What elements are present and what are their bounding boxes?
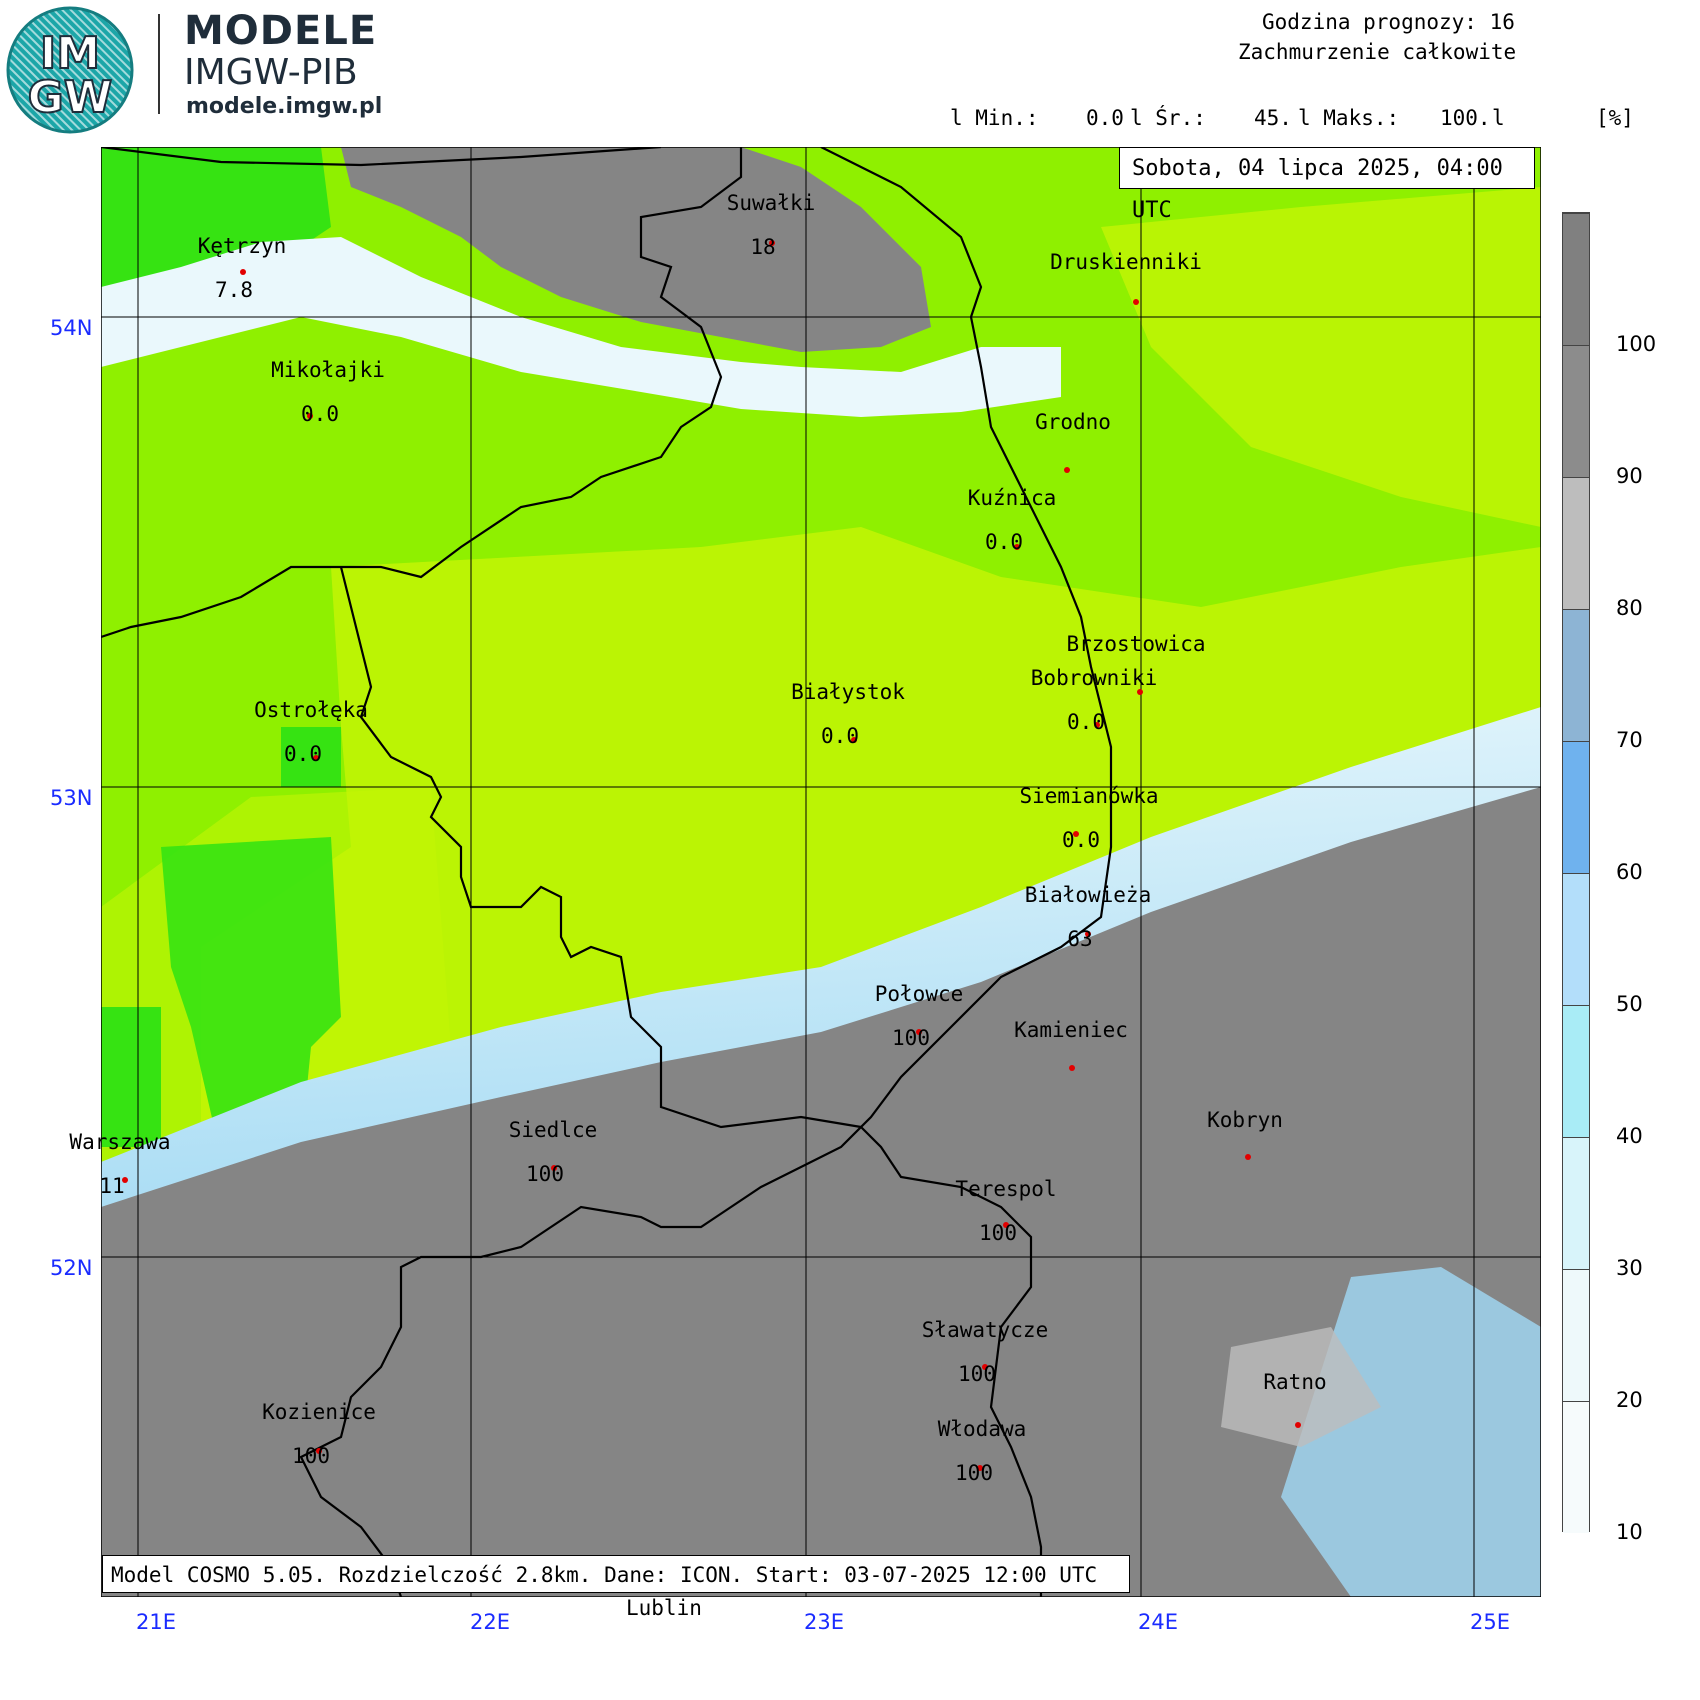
legend-label: 100: [1616, 332, 1657, 356]
legend-swatch: [1563, 741, 1589, 873]
city-cloud-value: 0.0: [301, 402, 339, 426]
city-name: Suwałki: [726, 191, 816, 215]
partly-cloudy-area: [201, 527, 1541, 1147]
city-cloud-value: 18: [750, 235, 776, 259]
stat-avg-value: 45.: [1254, 106, 1292, 130]
lon-label: 22E: [470, 1610, 510, 1634]
city-name: Warszawa: [69, 1130, 171, 1154]
legend-swatch: [1563, 1401, 1589, 1533]
overcast-area-south: [101, 787, 1541, 1597]
city-cloud-value: 0.0: [985, 530, 1023, 554]
city-cloud-value: 7.8: [215, 278, 253, 302]
lon-label: 21E: [136, 1610, 176, 1634]
city-name: Kozienice: [262, 1400, 376, 1424]
city-cloud-value: 0.0: [821, 724, 859, 748]
city-markers: [122, 240, 1301, 1471]
city-name: Bobrowniki: [1030, 666, 1158, 690]
city-cloud-value: 0.0: [284, 742, 322, 766]
city-cloud-value: 0.0: [1067, 710, 1105, 734]
legend-swatch: [1563, 1137, 1589, 1269]
color-scale-legend: [1562, 212, 1590, 1533]
city-cloud-value: 0.0: [1062, 828, 1100, 852]
legend-swatch: [1563, 1269, 1589, 1401]
lon-label: 23E: [804, 1610, 844, 1634]
logo-text-bottom: GW: [28, 72, 113, 123]
lat-label: 53N: [50, 786, 93, 810]
city-cloud-value: 100: [955, 1461, 993, 1485]
unit-label: [%]: [1596, 106, 1634, 130]
city-cloud-value: 63: [1067, 927, 1093, 951]
legend-label: 40: [1616, 1124, 1643, 1148]
city-name: Białystok: [791, 680, 905, 704]
legend-label: 50: [1616, 992, 1643, 1016]
brand-divider: [158, 14, 160, 114]
brand-subtitle: IMGW-PIB: [184, 52, 358, 93]
city-cloud-value: 100: [979, 1221, 1017, 1245]
legend-label: 80: [1616, 596, 1643, 620]
city-name: Terespol: [955, 1177, 1057, 1201]
city-name: Sławatycze: [921, 1318, 1049, 1342]
stat-max-label: l Maks.:: [1298, 106, 1400, 130]
field-name: Zachmurzenie całkowite: [1238, 40, 1517, 64]
lon-label: 25E: [1470, 1610, 1510, 1634]
stat-max-value: 100.: [1440, 106, 1491, 130]
city-name: Druskienniki: [1050, 250, 1202, 274]
country-borders: [101, 147, 1113, 1597]
lon-label: 24E: [1138, 1610, 1178, 1634]
legend-label: 70: [1616, 728, 1643, 752]
city-name: Kobryn: [1207, 1108, 1283, 1132]
legend-swatch: [1563, 609, 1589, 741]
thin-cloud-area-southeast: [1281, 1267, 1541, 1597]
brand-title: MODELE: [184, 8, 378, 54]
model-info: Model COSMO 5.05. Rozdzielczość 2.8km. D…: [102, 1555, 1130, 1593]
thin-cloud-band-north: [101, 237, 1061, 417]
city-name: Kuźnica: [967, 486, 1057, 510]
city-name: Siemianówka: [1019, 784, 1159, 808]
legend-swatch: [1563, 477, 1589, 609]
city-cloud-value: 100: [292, 1444, 330, 1468]
legend-label: 60: [1616, 860, 1643, 884]
city-cloud-value: 100: [892, 1026, 930, 1050]
brand-website-link[interactable]: modele.imgw.pl: [186, 94, 383, 119]
city-name: Białowieża: [1024, 883, 1152, 907]
forecast-hour: Godzina prognozy: 16: [1262, 10, 1515, 34]
city-name: Ratno: [1263, 1370, 1327, 1394]
legend-swatch: [1563, 345, 1589, 477]
city-name: Włodawa: [937, 1417, 1027, 1441]
legend-label: 90: [1616, 464, 1643, 488]
city-cloud-value: 11: [99, 1174, 125, 1198]
city-name: Kętrzyn: [197, 234, 287, 258]
imgw-logo: IM GW: [6, 6, 134, 134]
cloud-transition-band: [101, 707, 1541, 1217]
logo-text-top: IM: [40, 28, 100, 79]
city-name: Siedlce: [508, 1118, 598, 1142]
lat-label: 52N: [50, 1256, 93, 1280]
stat-min-value: 0.0: [1086, 106, 1124, 130]
city-cloud-value: 100: [526, 1162, 564, 1186]
lat-label: 54N: [50, 316, 93, 340]
overcast-area-north: [341, 147, 931, 352]
city-name: Brzostowica: [1066, 632, 1206, 656]
city-name: Ostrołęka: [254, 698, 368, 722]
legend-swatch: [1563, 213, 1589, 345]
cloud-cover-map: [101, 147, 1541, 1597]
legend-label: 10: [1616, 1520, 1643, 1544]
legend-swatch: [1563, 873, 1589, 1005]
legend-label: 20: [1616, 1388, 1643, 1412]
city-cloud-value: 100: [958, 1362, 996, 1386]
city-label-lublin: Lublin: [626, 1596, 702, 1620]
city-name: Połowce: [874, 982, 964, 1006]
stat-min-label: l Min.:: [950, 106, 1039, 130]
city-name: Kamieniec: [1014, 1018, 1128, 1042]
stat-end: l: [1492, 106, 1505, 130]
legend-label: 30: [1616, 1256, 1643, 1280]
city-name: Grodno: [1035, 410, 1111, 434]
city-name: Mikołajki: [271, 358, 385, 382]
graticule: [101, 147, 1541, 1597]
valid-date: Sobota, 04 lipca 2025, 04:00 UTC: [1119, 147, 1535, 223]
stat-avg-label: l Śr.:: [1130, 106, 1206, 130]
legend-swatch: [1563, 1005, 1589, 1137]
